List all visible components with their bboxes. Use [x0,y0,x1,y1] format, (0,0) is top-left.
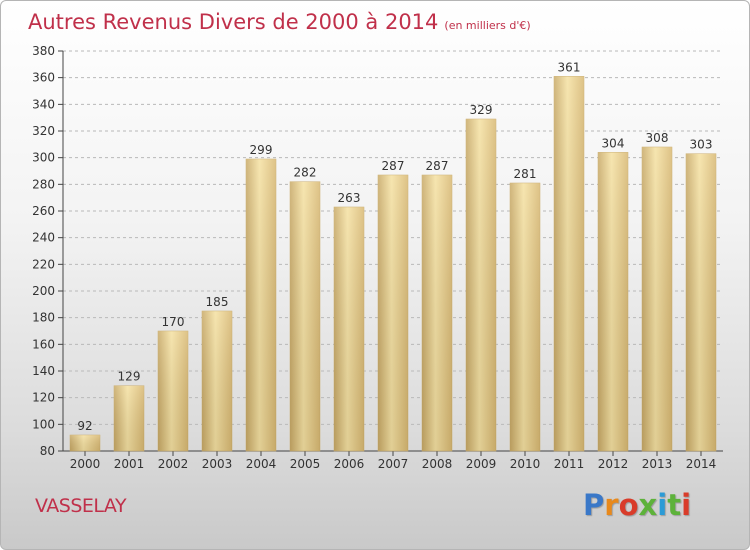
x-tick-label: 2005 [290,457,321,471]
bar-shade [70,435,100,451]
y-tick-label: 260 [32,204,55,218]
bar-shade [114,385,144,451]
x-tick-label: 2003 [202,457,233,471]
x-tick-label: 2000 [70,457,101,471]
data-label: 282 [294,166,317,180]
data-label: 170 [162,315,185,329]
bars [69,76,717,452]
x-tick-label: 2012 [598,457,629,471]
bar-shade [290,181,320,451]
x-tick-label: 2002 [158,457,189,471]
y-tick-label: 160 [32,337,55,351]
chart-title-text: Autres Revenus Divers de 2000 à 2014 [28,10,439,34]
bar-shade [598,152,628,452]
data-labels: 92 129 170 185 299 282 263 287 287 329 281 361 304 30… [77,60,712,433]
bar-shade [246,159,276,451]
logo-letter: i [657,488,668,522]
chart-title: Autres Revenus Divers de 2000 à 2014 (en … [28,10,531,34]
x-tick-label: 2013 [642,457,673,471]
logo-letter: i [681,488,692,522]
data-label: 281 [514,167,537,181]
y-tick-label: 280 [32,177,55,191]
proxiti-logo[interactable]: Proxiti [583,488,691,522]
axes: 80 100 120 140 160 180 200 220 240 260 280 300 320 34… [32,44,723,471]
bar-shade [422,175,452,451]
commune-name: VASSELAY [35,495,127,517]
data-label: 329 [470,103,493,117]
data-label: 303 [690,138,713,152]
x-tick-label: 2014 [686,457,717,471]
chart-title-unit: (en milliers d'€) [444,19,531,32]
data-label: 287 [426,159,449,173]
x-tick-label: 2010 [510,457,541,471]
logo-letter: r [604,488,619,522]
bar-shade [158,331,188,451]
data-label: 129 [118,370,141,384]
y-tick-label: 380 [32,44,55,58]
bar-shade [202,311,232,451]
logo-letter: x [638,488,658,522]
data-label: 308 [646,131,669,145]
data-label: 299 [250,143,273,157]
x-tick-label: 2007 [378,457,409,471]
y-tick-label: 240 [32,231,55,245]
data-label: 361 [558,60,581,74]
y-tick-label: 140 [32,364,55,378]
y-tick-label: 360 [32,71,55,85]
data-label: 304 [602,136,625,150]
data-label: 92 [77,419,92,433]
y-tick-label: 220 [32,257,55,271]
y-tick-label: 100 [32,417,55,431]
data-label: 185 [206,295,229,309]
bar-shade [554,76,584,451]
bar-shade [378,175,408,451]
y-tick-label: 180 [32,311,55,325]
x-tick-label: 2008 [422,457,453,471]
x-tick-label: 2009 [466,457,497,471]
x-tick-label: 2011 [554,457,585,471]
bar-shade [510,183,540,451]
x-tick-label: 2004 [246,457,277,471]
y-tick-label: 320 [32,124,55,138]
x-tick-label: 2006 [334,457,365,471]
logo-letter: P [583,488,605,522]
x-tick-label: 2001 [114,457,145,471]
y-tick-label: 200 [32,284,55,298]
data-label: 287 [382,159,405,173]
bar-shade [686,153,716,451]
logo-letter: t [667,488,682,522]
bar-shade [334,207,364,451]
bar-shade [642,147,672,451]
y-tick-label: 340 [32,97,55,111]
y-tick-label: 120 [32,391,55,405]
y-tick-label: 80 [40,444,55,458]
data-label: 263 [338,191,361,205]
y-tick-label: 300 [32,151,55,165]
logo-letter: o [618,488,639,522]
bar-shade [466,119,496,451]
